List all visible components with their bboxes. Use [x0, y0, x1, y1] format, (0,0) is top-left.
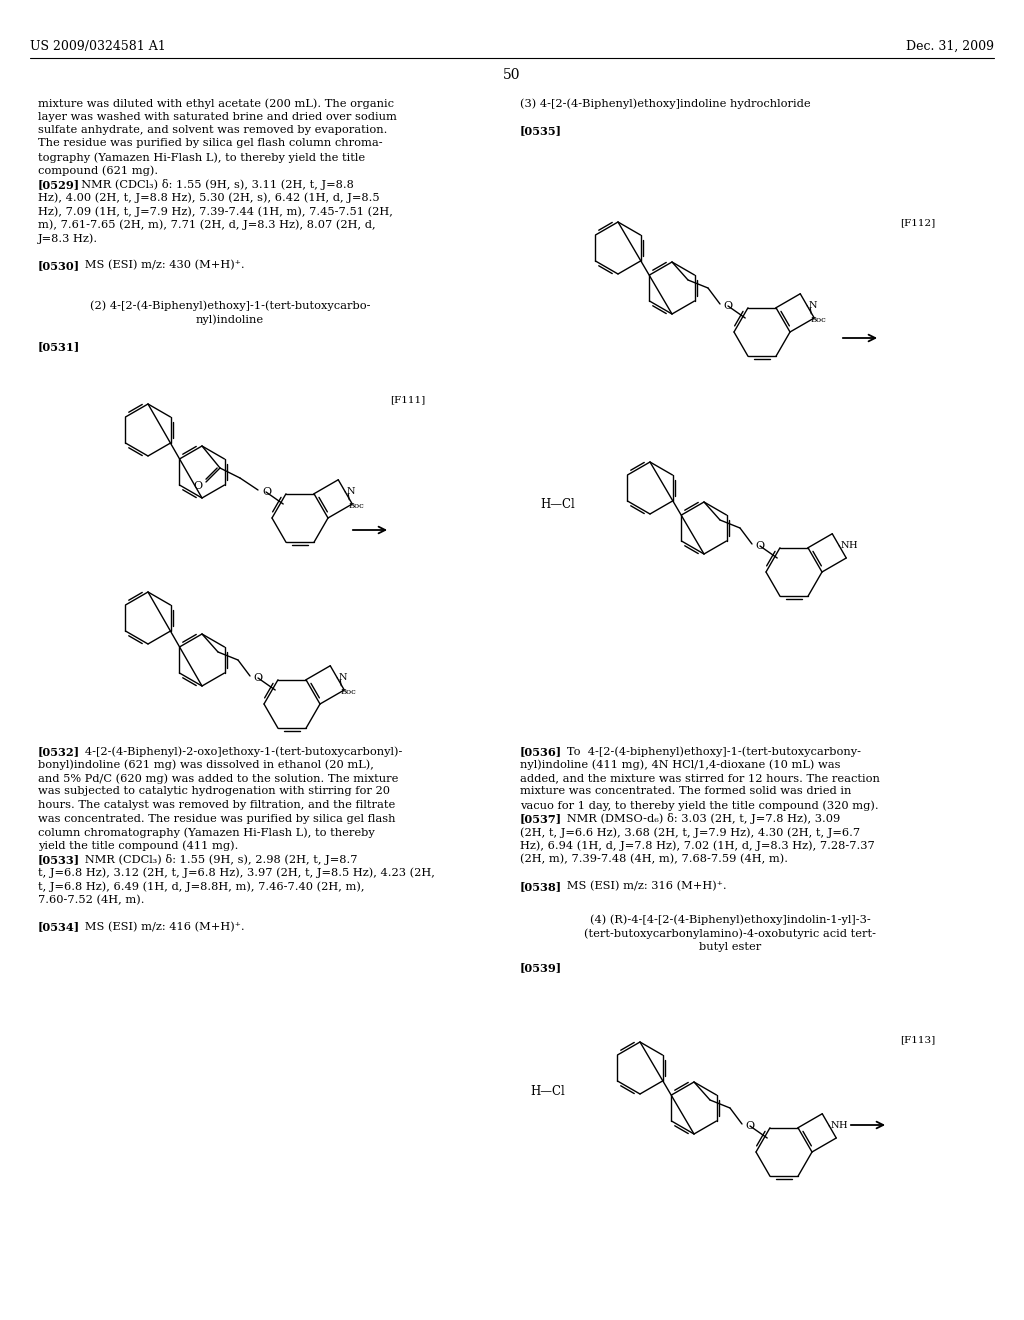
Text: [0538]: [0538] — [520, 880, 562, 892]
Text: [F112]: [F112] — [900, 218, 935, 227]
Text: US 2009/0324581 A1: US 2009/0324581 A1 — [30, 40, 166, 53]
Text: Boc: Boc — [810, 315, 826, 323]
Text: H—Cl: H—Cl — [530, 1085, 565, 1098]
Text: [F111]: [F111] — [390, 395, 425, 404]
Text: [0536]: [0536] — [520, 746, 562, 756]
Text: m), 7.61-7.65 (2H, m), 7.71 (2H, d, J=8.3 Hz), 8.07 (2H, d,: m), 7.61-7.65 (2H, m), 7.71 (2H, d, J=8.… — [38, 219, 376, 230]
Text: and 5% Pd/C (620 mg) was added to the solution. The mixture: and 5% Pd/C (620 mg) was added to the so… — [38, 774, 398, 784]
Text: was subjected to catalytic hydrogenation with stirring for 20: was subjected to catalytic hydrogenation… — [38, 787, 390, 796]
Text: MS (ESI) m/z: 430 (M+H)⁺.: MS (ESI) m/z: 430 (M+H)⁺. — [74, 260, 245, 271]
Text: layer was washed with saturated brine and dried over sodium: layer was washed with saturated brine an… — [38, 111, 397, 121]
Text: N: N — [841, 541, 849, 550]
Text: added, and the mixture was stirred for 12 hours. The reaction: added, and the mixture was stirred for 1… — [520, 774, 880, 783]
Text: O: O — [745, 1121, 754, 1131]
Text: hours. The catalyst was removed by filtration, and the filtrate: hours. The catalyst was removed by filtr… — [38, 800, 395, 810]
Text: [0534]: [0534] — [38, 921, 80, 932]
Text: [0539]: [0539] — [520, 962, 562, 973]
Text: (2H, m), 7.39-7.48 (4H, m), 7.68-7.59 (4H, m).: (2H, m), 7.39-7.48 (4H, m), 7.68-7.59 (4… — [520, 854, 788, 865]
Text: The residue was purified by silica gel flash column chroma-: The residue was purified by silica gel f… — [38, 139, 383, 149]
Text: nyl)indoline: nyl)indoline — [196, 314, 264, 325]
Text: O: O — [755, 541, 764, 550]
Text: [0535]: [0535] — [520, 125, 562, 136]
Text: NMR (CDCl₃) δ: 1.55 (9H, s), 2.98 (2H, t, J=8.7: NMR (CDCl₃) δ: 1.55 (9H, s), 2.98 (2H, t… — [74, 854, 357, 865]
Text: compound (621 mg).: compound (621 mg). — [38, 165, 158, 176]
Text: [0530]: [0530] — [38, 260, 80, 271]
Text: MS (ESI) m/z: 416 (M+H)⁺.: MS (ESI) m/z: 416 (M+H)⁺. — [74, 921, 245, 932]
Text: N: N — [346, 487, 354, 496]
Text: Boc: Boc — [348, 502, 364, 510]
Text: NMR (CDCl₃) δ: 1.55 (9H, s), 3.11 (2H, t, J=8.8: NMR (CDCl₃) δ: 1.55 (9H, s), 3.11 (2H, t… — [74, 180, 354, 190]
Text: nyl)indoline (411 mg), 4N HCl/1,4-dioxane (10 mL) was: nyl)indoline (411 mg), 4N HCl/1,4-dioxan… — [520, 759, 841, 770]
Text: Hz), 4.00 (2H, t, J=8.8 Hz), 5.30 (2H, s), 6.42 (1H, d, J=8.5: Hz), 4.00 (2H, t, J=8.8 Hz), 5.30 (2H, s… — [38, 193, 380, 203]
Text: Dec. 31, 2009: Dec. 31, 2009 — [906, 40, 994, 53]
Text: MS (ESI) m/z: 316 (M+H)⁺.: MS (ESI) m/z: 316 (M+H)⁺. — [556, 880, 727, 891]
Text: O: O — [723, 301, 732, 312]
Text: Hz), 6.94 (1H, d, J=7.8 Hz), 7.02 (1H, d, J=8.3 Hz), 7.28-7.37: Hz), 6.94 (1H, d, J=7.8 Hz), 7.02 (1H, d… — [520, 841, 874, 851]
Text: H: H — [848, 541, 857, 550]
Text: [0529]: [0529] — [38, 180, 80, 190]
Text: yield the title compound (411 mg).: yield the title compound (411 mg). — [38, 841, 239, 851]
Text: N: N — [338, 673, 347, 682]
Text: column chromatography (Yamazen Hi-Flash L), to thereby: column chromatography (Yamazen Hi-Flash … — [38, 828, 375, 838]
Text: (4) (R)-4-[4-[2-(4-Biphenyl)ethoxy]indolin-1-yl]-3-: (4) (R)-4-[4-[2-(4-Biphenyl)ethoxy]indol… — [590, 915, 870, 925]
Text: N: N — [808, 301, 817, 310]
Text: O: O — [194, 480, 203, 491]
Text: mixture was concentrated. The formed solid was dried in: mixture was concentrated. The formed sol… — [520, 787, 851, 796]
Text: [0537]: [0537] — [520, 813, 562, 825]
Text: (3) 4-[2-(4-Biphenyl)ethoxy]indoline hydrochloride: (3) 4-[2-(4-Biphenyl)ethoxy]indoline hyd… — [520, 98, 811, 108]
Text: J=8.3 Hz).: J=8.3 Hz). — [38, 234, 98, 244]
Text: 7.60-7.52 (4H, m).: 7.60-7.52 (4H, m). — [38, 895, 144, 904]
Text: O: O — [253, 673, 262, 682]
Text: mixture was diluted with ethyl acetate (200 mL). The organic: mixture was diluted with ethyl acetate (… — [38, 98, 394, 108]
Text: bonyl)indoline (621 mg) was dissolved in ethanol (20 mL),: bonyl)indoline (621 mg) was dissolved in… — [38, 759, 374, 770]
Text: t, J=6.8 Hz), 3.12 (2H, t, J=6.8 Hz), 3.97 (2H, t, J=8.5 Hz), 4.23 (2H,: t, J=6.8 Hz), 3.12 (2H, t, J=6.8 Hz), 3.… — [38, 867, 435, 878]
Text: Hz), 7.09 (1H, t, J=7.9 Hz), 7.39-7.44 (1H, m), 7.45-7.51 (2H,: Hz), 7.09 (1H, t, J=7.9 Hz), 7.39-7.44 (… — [38, 206, 393, 216]
Text: [0532]: [0532] — [38, 746, 80, 756]
Text: [0533]: [0533] — [38, 854, 80, 865]
Text: tography (Yamazen Hi-Flash L), to thereby yield the title: tography (Yamazen Hi-Flash L), to thereb… — [38, 152, 366, 162]
Text: H: H — [839, 1122, 847, 1130]
Text: (tert-butoxycarbonylamino)-4-oxobutyric acid tert-: (tert-butoxycarbonylamino)-4-oxobutyric … — [584, 928, 876, 939]
Text: (2H, t, J=6.6 Hz), 3.68 (2H, t, J=7.9 Hz), 4.30 (2H, t, J=6.7: (2H, t, J=6.6 Hz), 3.68 (2H, t, J=7.9 Hz… — [520, 828, 860, 838]
Text: 50: 50 — [503, 69, 521, 82]
Text: sulfate anhydrate, and solvent was removed by evaporation.: sulfate anhydrate, and solvent was remov… — [38, 125, 387, 135]
Text: vacuo for 1 day, to thereby yield the title compound (320 mg).: vacuo for 1 day, to thereby yield the ti… — [520, 800, 879, 810]
Text: H—Cl: H—Cl — [540, 498, 574, 511]
Text: N: N — [830, 1122, 839, 1130]
Text: O: O — [262, 487, 271, 498]
Text: Boc: Boc — [340, 688, 356, 696]
Text: (2) 4-[2-(4-Biphenyl)ethoxy]-1-(tert-butoxycarbo-: (2) 4-[2-(4-Biphenyl)ethoxy]-1-(tert-but… — [90, 301, 371, 312]
Text: 4-[2-(4-Biphenyl)-2-oxo]ethoxy-1-(tert-butoxycarbonyl)-: 4-[2-(4-Biphenyl)-2-oxo]ethoxy-1-(tert-b… — [74, 746, 402, 756]
Text: t, J=6.8 Hz), 6.49 (1H, d, J=8.8H, m), 7.46-7.40 (2H, m),: t, J=6.8 Hz), 6.49 (1H, d, J=8.8H, m), 7… — [38, 880, 365, 891]
Text: was concentrated. The residue was purified by silica gel flash: was concentrated. The residue was purifi… — [38, 813, 395, 824]
Text: [0531]: [0531] — [38, 341, 80, 352]
Text: [F113]: [F113] — [900, 1035, 935, 1044]
Text: NMR (DMSO-d₆) δ: 3.03 (2H, t, J=7.8 Hz), 3.09: NMR (DMSO-d₆) δ: 3.03 (2H, t, J=7.8 Hz),… — [556, 813, 841, 825]
Text: butyl ester: butyl ester — [698, 941, 761, 952]
Text: To  4-[2-(4-biphenyl)ethoxy]-1-(tert-butoxycarbony-: To 4-[2-(4-biphenyl)ethoxy]-1-(tert-buto… — [556, 746, 861, 756]
